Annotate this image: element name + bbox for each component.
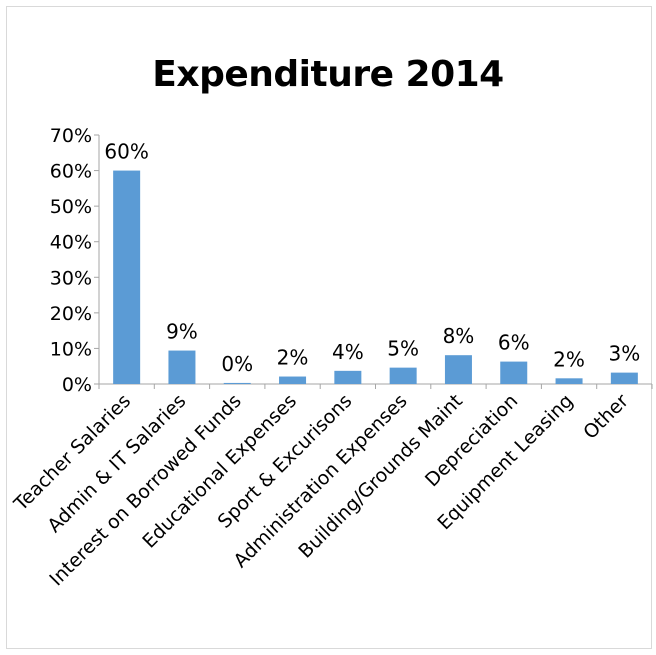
data-label: 2% bbox=[277, 346, 309, 370]
data-label: 2% bbox=[553, 347, 585, 371]
bar bbox=[168, 350, 196, 384]
y-tick-label: 0% bbox=[62, 374, 92, 396]
bar bbox=[334, 370, 362, 384]
data-label: 4% bbox=[332, 340, 364, 364]
data-label: 8% bbox=[443, 324, 475, 348]
x-tick-label: Other bbox=[579, 390, 633, 444]
bar bbox=[389, 367, 417, 384]
bar bbox=[223, 382, 251, 384]
bar bbox=[444, 355, 472, 384]
data-label: 9% bbox=[166, 320, 198, 344]
y-tick-label: 40% bbox=[50, 232, 92, 254]
y-tick-label: 30% bbox=[50, 267, 92, 289]
bar bbox=[555, 378, 583, 384]
bar bbox=[113, 170, 141, 384]
y-tick-label: 70% bbox=[50, 125, 92, 147]
bars bbox=[113, 170, 638, 384]
data-label: 60% bbox=[104, 140, 148, 164]
bar bbox=[279, 376, 307, 384]
bar bbox=[500, 361, 528, 384]
x-axis bbox=[98, 383, 653, 389]
y-axis: 0% 10% 20% 30% 40% 50% 60% 70% bbox=[50, 125, 100, 396]
chart-title: Expenditure 2014 bbox=[152, 54, 504, 95]
data-label: 3% bbox=[608, 342, 640, 366]
data-label: 5% bbox=[387, 337, 419, 361]
data-labels: 60% 9% 0% 2% 4% 5% 8% 6% 2% 3% bbox=[104, 140, 640, 376]
y-tick-label: 20% bbox=[50, 303, 92, 325]
y-tick-label: 60% bbox=[50, 161, 92, 183]
bar bbox=[610, 372, 638, 384]
data-label: 6% bbox=[498, 331, 530, 355]
data-label: 0% bbox=[221, 352, 253, 376]
y-tick-label: 50% bbox=[50, 196, 92, 218]
y-tick-label: 10% bbox=[50, 338, 92, 360]
